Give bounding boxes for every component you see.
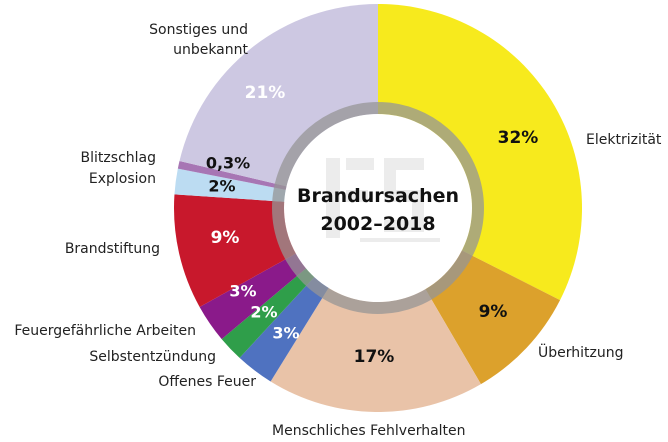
label-menschliches-fehlverhalten: Menschliches Fehlverhalten bbox=[272, 423, 466, 439]
inner-ring bbox=[272, 102, 484, 314]
chart-subtitle: 2002–2018 bbox=[320, 213, 435, 235]
value-label-2: 17% bbox=[354, 347, 395, 367]
label-elektrizitaet: Elektrizität bbox=[586, 132, 662, 148]
label-blitzschlag: Blitzschlag bbox=[80, 150, 156, 166]
label-feuergefaehrliche-arbeiten: Feuergefährliche Arbeiten bbox=[14, 323, 196, 339]
watermark-logo bbox=[326, 158, 440, 242]
label-sonstiges: Sonstiges und unbekannt bbox=[149, 22, 248, 58]
value-label-3: 3% bbox=[272, 324, 299, 343]
value-label-9: 21% bbox=[245, 83, 286, 103]
donut-hole bbox=[284, 114, 472, 302]
value-label-5: 3% bbox=[229, 282, 256, 301]
label-brandstiftung: Brandstiftung bbox=[64, 241, 160, 257]
value-label-8: 0,3% bbox=[206, 154, 250, 173]
label-offenes-feuer: Offenes Feuer bbox=[158, 374, 256, 390]
label-ueberhitzung: Überhitzung bbox=[538, 345, 624, 361]
value-label-4: 2% bbox=[250, 303, 277, 322]
value-label-1: 9% bbox=[479, 302, 508, 322]
value-label-6: 9% bbox=[211, 228, 240, 248]
value-label-7: 2% bbox=[208, 177, 235, 196]
value-label-0: 32% bbox=[498, 128, 539, 148]
label-explosion: Explosion bbox=[88, 171, 156, 187]
chart-title: Brandursachen bbox=[297, 185, 459, 207]
label-selbstentzuendung: Selbstentzündung bbox=[89, 349, 216, 365]
